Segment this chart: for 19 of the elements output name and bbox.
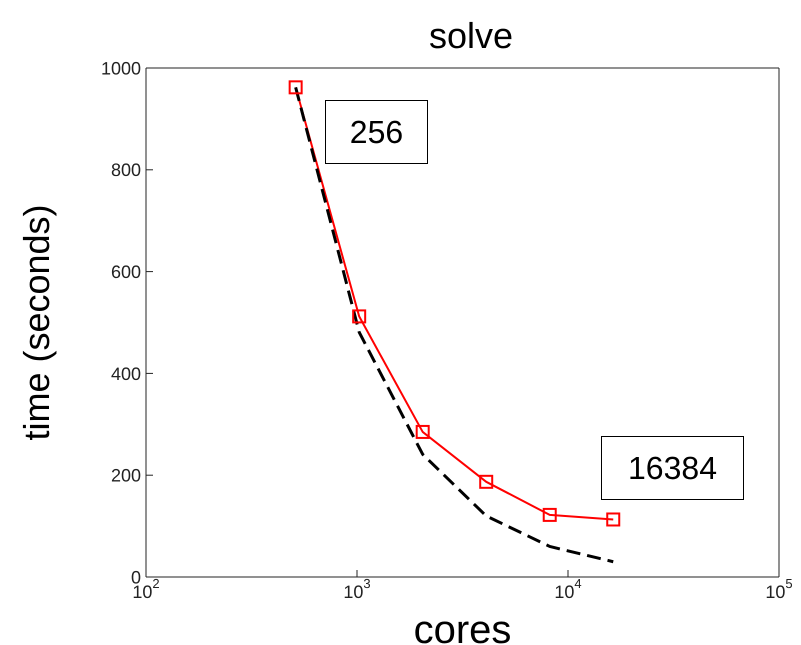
y-tick-label: 800 <box>110 160 141 180</box>
x-tick-label: 10$^{3}$ <box>343 576 371 602</box>
chart-title: solve <box>428 15 514 56</box>
point <box>352 309 366 324</box>
x-tick-label: 10$^{4}$ <box>554 576 582 602</box>
x-axis-title: cores <box>414 608 512 645</box>
point <box>606 512 620 526</box>
y-tick-label: 1000 <box>100 58 141 78</box>
x-tick-label: 10$^{5}$ <box>765 576 793 602</box>
annotation: 16384 <box>601 436 744 500</box>
point <box>542 508 557 522</box>
point <box>416 424 430 439</box>
point <box>479 474 494 489</box>
annotation: 256 <box>325 100 428 164</box>
y-tick-label: 200 <box>110 466 141 486</box>
y-tick-label: 400 <box>110 364 141 384</box>
y-axis-title: time (seconds) <box>16 204 57 441</box>
point <box>288 80 303 94</box>
y-tick-label: 600 <box>110 262 141 282</box>
